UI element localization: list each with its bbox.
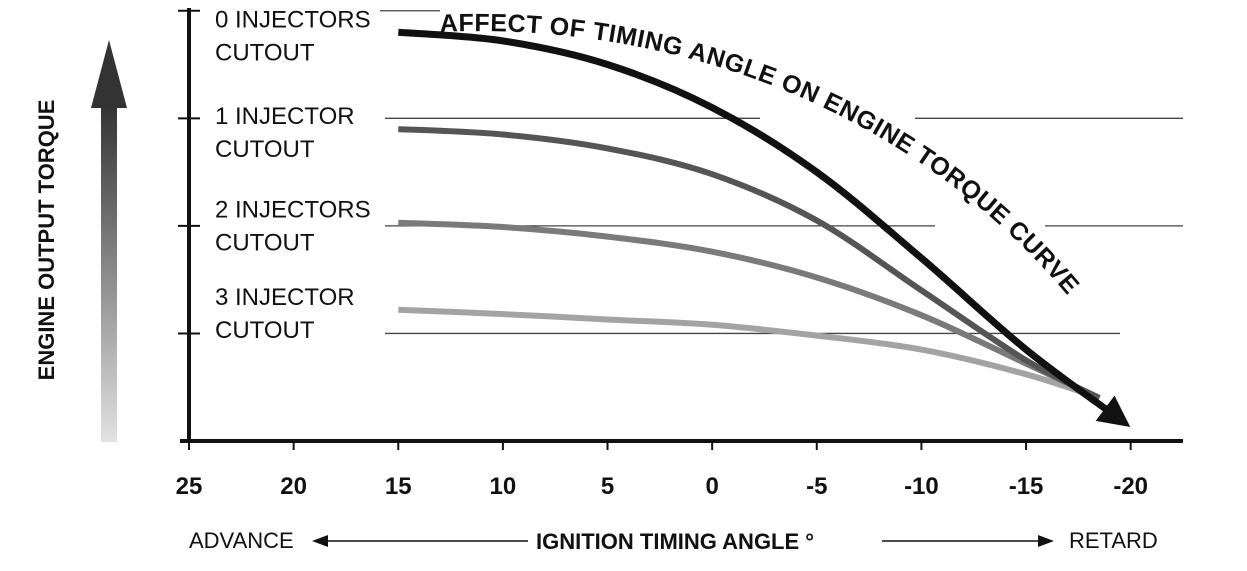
- series-label-2-line-0: 2 INJECTORS: [215, 197, 371, 224]
- x-tick-label: 15: [385, 473, 412, 500]
- advance-arrow-head: [312, 535, 328, 547]
- series-labels: 0 INJECTORS CUTOUT 1 INJECTOR CUTOUT 2 INJEC…: [215, 6, 371, 344]
- series-label-3-line-0: 3 INJECTOR: [215, 284, 355, 311]
- x-tick-label: -10: [904, 473, 939, 500]
- x-axis-tick-labels: 25 20 15 10 5 0 -5 -10 -15 -20: [176, 473, 1148, 500]
- x-axis-direction-row: ADVANCE IGNITION TIMING ANGLE ° RETARD: [189, 528, 1158, 554]
- x-tick-label: -15: [1009, 473, 1044, 500]
- series-label-2-line-1: CUTOUT: [215, 230, 315, 257]
- x-tick-label: 10: [490, 473, 517, 500]
- y-axis-title: ENGINE OUTPUT TORQUE: [34, 100, 59, 381]
- series-label-1-line-1: CUTOUT: [215, 136, 315, 163]
- x-tick-label: -20: [1113, 473, 1148, 500]
- retard-arrow-head: [1038, 535, 1054, 547]
- series-label-3-line-1: CUTOUT: [215, 317, 315, 344]
- series-label-1-line-0: 1 INJECTOR: [215, 103, 355, 130]
- chart-title: AFFECT OF TIMING ANGLE ON ENGINE TORQUE …: [439, 9, 1084, 300]
- series-label-0-line-0: 0 INJECTORS: [215, 6, 371, 33]
- series-line-2: [398, 219, 1101, 401]
- chart-title-path: AFFECT OF TIMING ANGLE ON ENGINE TORQUE …: [439, 9, 1084, 300]
- x-left-label: ADVANCE: [189, 528, 294, 553]
- x-axis-title: IGNITION TIMING ANGLE °: [536, 529, 814, 554]
- x-right-label: RETARD: [1069, 528, 1158, 553]
- x-tick-label: 25: [176, 473, 203, 500]
- y-axis-gradient-arrow: [91, 40, 127, 442]
- series-line-3: [398, 306, 1101, 401]
- x-tick-label: 5: [601, 473, 614, 500]
- series-group: [398, 28, 1131, 428]
- series-line-1: [398, 126, 1101, 401]
- x-tick-label: -5: [806, 473, 827, 500]
- series-label-0-line-1: CUTOUT: [215, 39, 315, 66]
- y-axis-ticks: [178, 9, 200, 335]
- x-tick-label: 0: [705, 473, 718, 500]
- x-tick-label: 20: [280, 473, 307, 500]
- series-line-0: [398, 28, 1131, 428]
- x-axis-ticks: [188, 441, 1132, 450]
